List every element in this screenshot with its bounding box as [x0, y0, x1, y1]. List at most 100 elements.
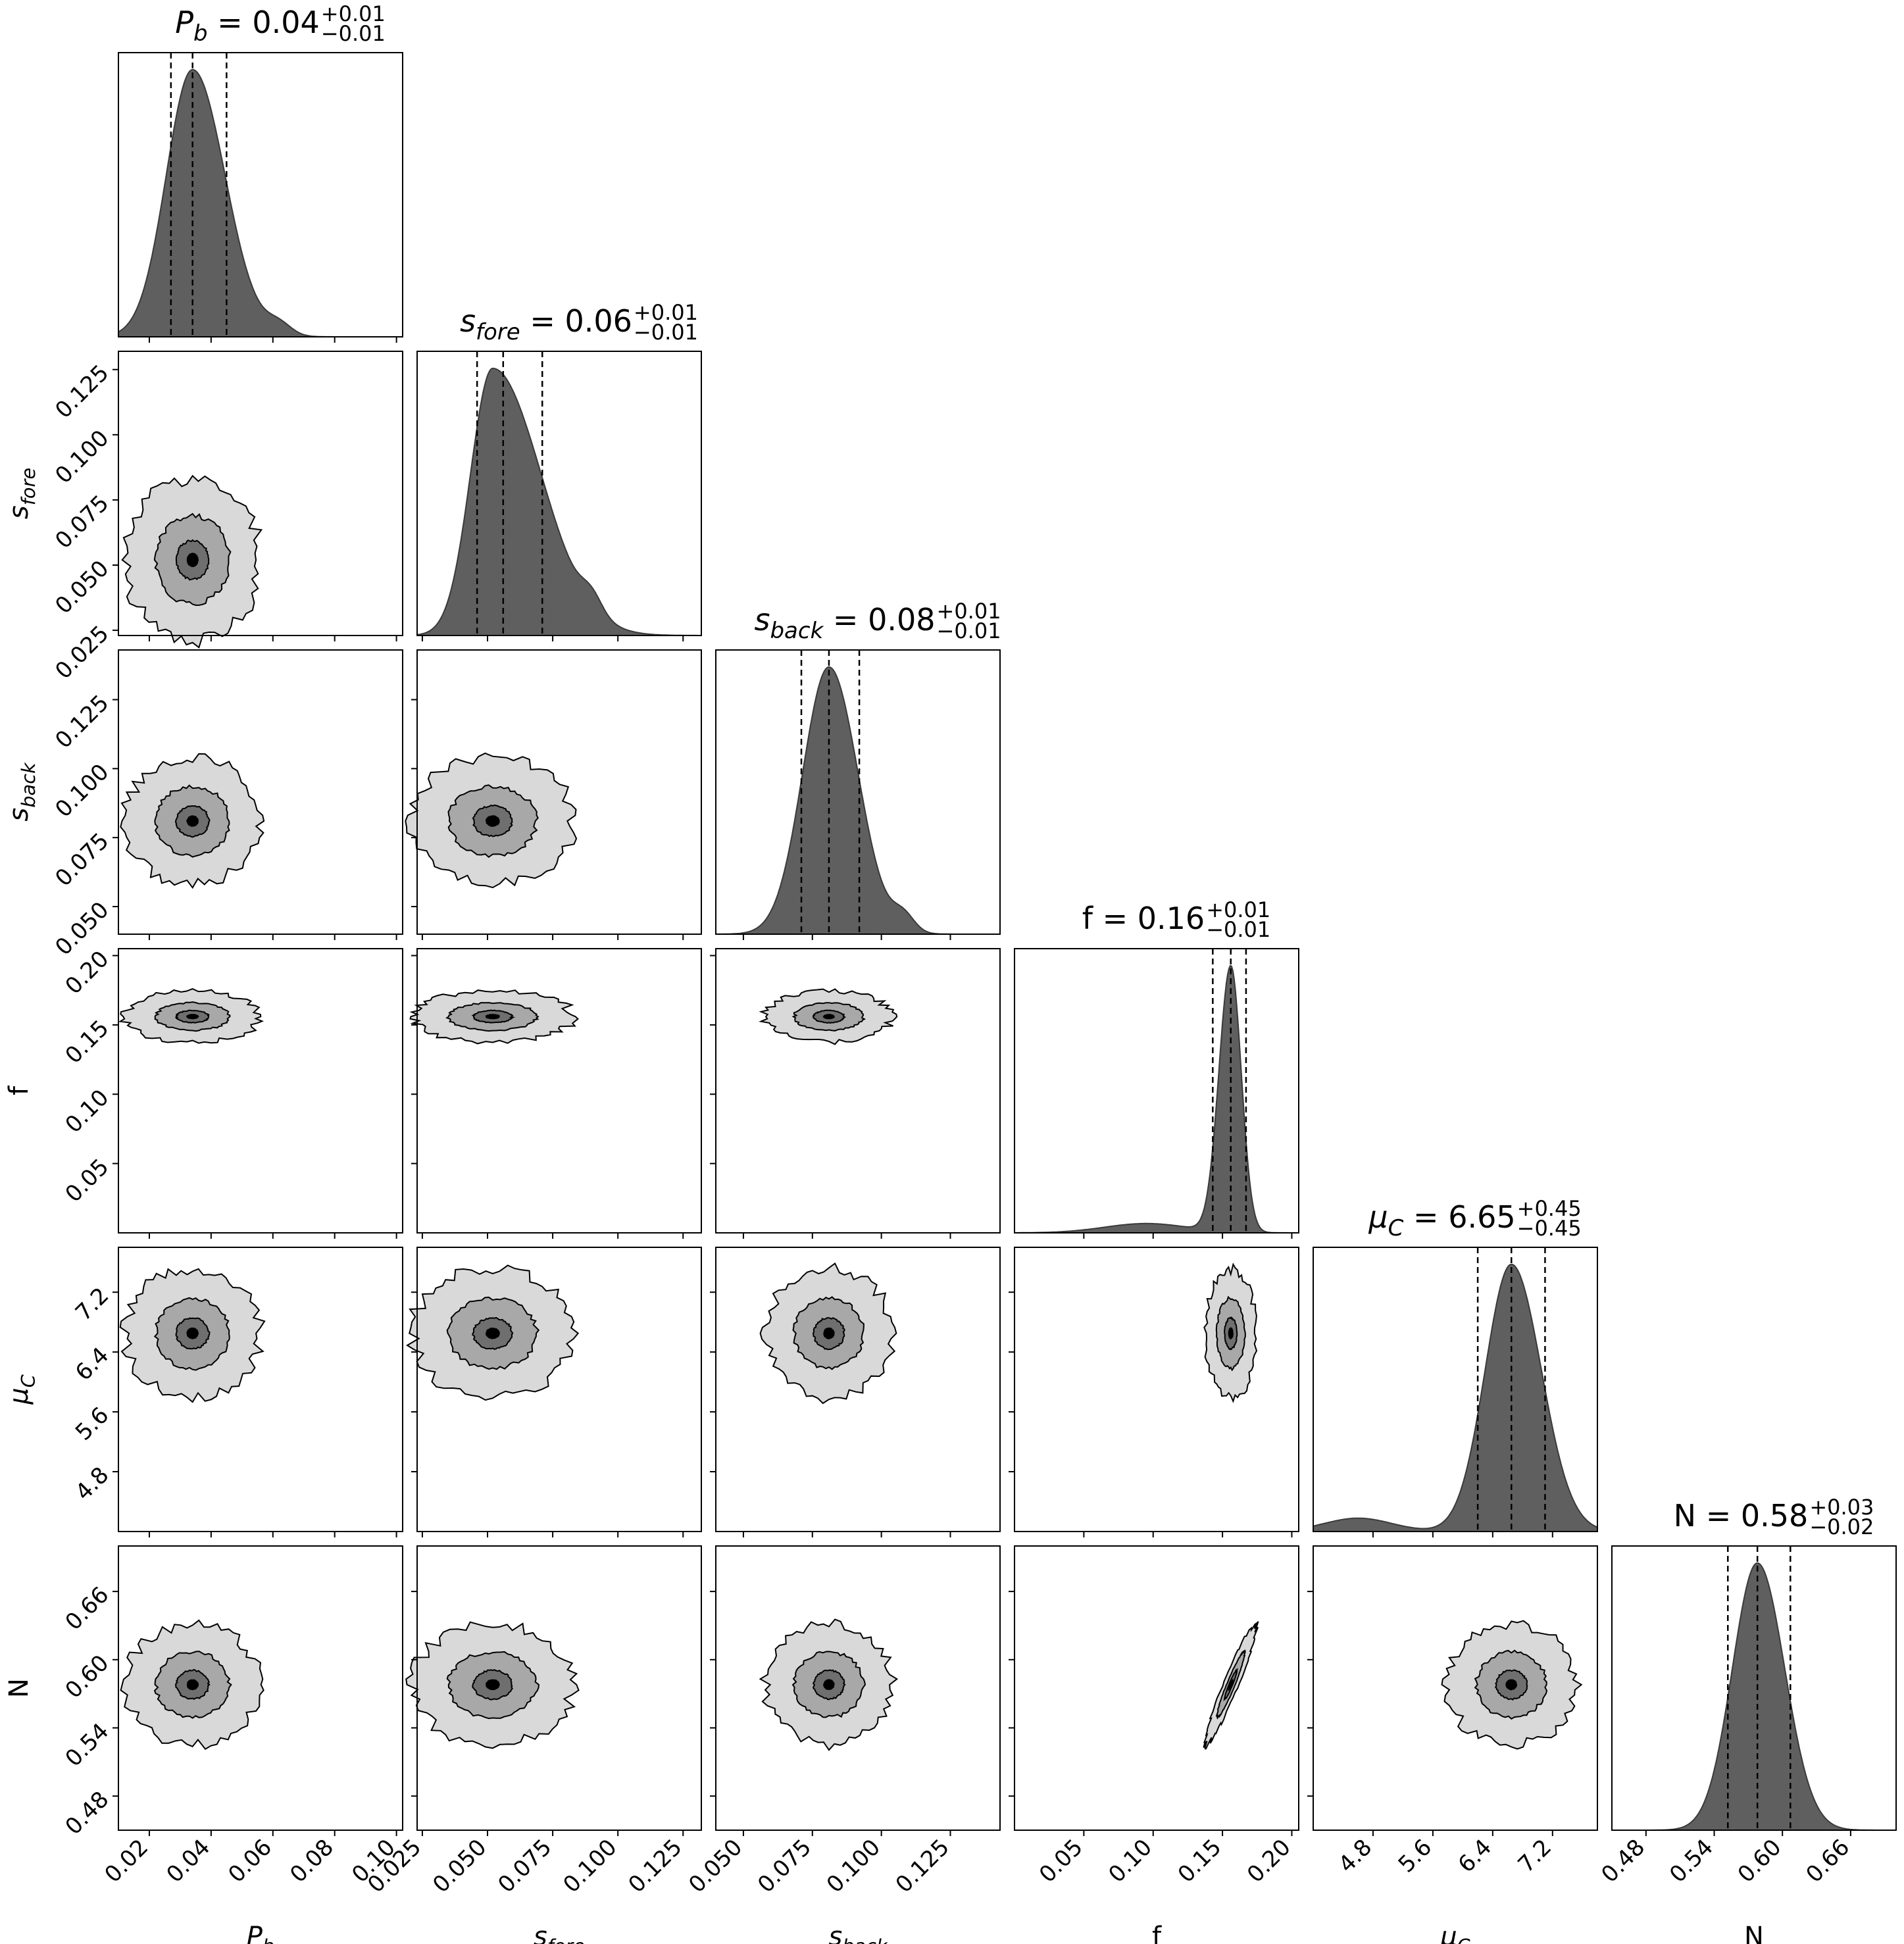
- contour-panel-Pb-f: [118, 948, 403, 1234]
- histogram-fill-sfore: [416, 367, 701, 636]
- xtick-label-Pb-3: 0.08: [285, 1834, 339, 1888]
- panel-frame: [416, 351, 702, 636]
- xtick-label-muC-3: 7.2: [1513, 1834, 1557, 1878]
- contour-level-3: [186, 1679, 199, 1691]
- xtick-label-muC-0: 4.8: [1334, 1834, 1378, 1878]
- xtick-label-N-3: 0.66: [1801, 1834, 1855, 1888]
- contour-panel-f-muC: [1014, 1247, 1299, 1532]
- contour-panel-Pb-muC: [118, 1247, 403, 1532]
- panel-frame: [118, 351, 403, 636]
- panel-title-Pb: Pb = 0.04: [175, 5, 320, 47]
- histogram-N: N = 0.58 +0.03−0.02: [1611, 1495, 1897, 1831]
- panel-bg: [417, 949, 701, 1233]
- panel-frame: [1313, 1247, 1598, 1532]
- xtick-label-sfore-2: 0.075: [493, 1834, 557, 1898]
- ytick-label-f-2: 0.15: [61, 1015, 114, 1069]
- contour-level-3: [484, 1014, 501, 1020]
- contour-panel-sback-N: [715, 1545, 1001, 1831]
- title-plus-Pb: +0.01: [321, 1, 386, 26]
- contour-level-3: [485, 1327, 501, 1339]
- panel-frame: [118, 52, 403, 337]
- contour-panel-sback-muC: [715, 1247, 1001, 1532]
- ytick-label-sback-0: 0.050: [50, 897, 114, 960]
- panel-title-sback: sback = 0.08: [755, 602, 936, 644]
- ytick-label-muC-1: 5.6: [70, 1402, 114, 1446]
- xtick-label-muC-2: 6.4: [1453, 1834, 1497, 1878]
- xtick-label-sback-1: 0.075: [753, 1834, 816, 1898]
- contour-level-3: [186, 1327, 199, 1339]
- contour-level-3: [186, 553, 199, 568]
- ytick-label-sback-1: 0.075: [50, 828, 114, 891]
- panel-frame: [416, 1545, 702, 1831]
- panel-frame: [715, 1247, 1001, 1532]
- panel-frame: [1014, 1247, 1299, 1532]
- contour-panel-Pb-N: [118, 1545, 403, 1831]
- title-minus-sfore: −0.01: [634, 320, 698, 345]
- y-axis-label-sback: sback: [4, 762, 39, 822]
- histogram-muC: μC = 6.65 +0.45−0.45: [1313, 1196, 1598, 1532]
- contour-level-3: [186, 1014, 199, 1020]
- xtick-label-f-3: 0.20: [1242, 1834, 1296, 1888]
- ytick-label-N-3: 0.66: [61, 1582, 114, 1635]
- contour-panel-f-N: [1014, 1545, 1299, 1831]
- title-plus-f: +0.01: [1206, 897, 1270, 922]
- title-plus-sfore: +0.01: [634, 300, 698, 325]
- panel-bg: [118, 949, 403, 1233]
- contour-level-3: [186, 815, 199, 827]
- xtick-label-Pb-2: 0.06: [223, 1834, 277, 1888]
- panel-frame: [416, 1247, 702, 1532]
- histogram-sfore: sfore = 0.06 +0.01−0.01: [416, 300, 702, 636]
- panel-frame: [416, 948, 702, 1234]
- title-plus-sback: +0.01: [937, 599, 1001, 624]
- title-minus-N: −0.02: [1809, 1514, 1874, 1539]
- xtick-label-sback-2: 0.100: [822, 1834, 886, 1898]
- contour-level-3: [1228, 1679, 1234, 1692]
- contour-level-3: [485, 1679, 500, 1691]
- xtick-label-N-0: 0.48: [1596, 1834, 1650, 1888]
- xtick-label-sback-3: 0.125: [891, 1834, 955, 1898]
- panel-frame: [118, 948, 403, 1234]
- ytick-label-sfore-2: 0.075: [50, 490, 114, 554]
- panel-frame: [715, 948, 1001, 1234]
- panel-title-muC: μC = 6.65: [1368, 1199, 1515, 1241]
- x-axis-label-sback: sback: [828, 1922, 888, 1944]
- panel-title-sfore: sfore = 0.06: [460, 303, 632, 345]
- panel-frame: [1611, 1545, 1897, 1831]
- histogram-fill-muC: [1313, 1263, 1598, 1532]
- ytick-label-muC-2: 6.4: [70, 1342, 114, 1386]
- histogram-f: f = 0.16 +0.01−0.01: [1014, 897, 1299, 1234]
- panel-frame: [118, 1247, 403, 1532]
- xtick-label-f-1: 0.10: [1103, 1834, 1157, 1888]
- y-axis-label-muC: μC: [4, 1374, 39, 1405]
- panel-frame: [715, 649, 1001, 935]
- title-minus-Pb: −0.01: [321, 21, 386, 46]
- contour-panel-Pb-sback: [118, 649, 403, 935]
- histogram-Pb: Pb = 0.04 +0.01−0.01: [118, 1, 403, 337]
- contour-panel-sfore-f: [409, 948, 702, 1234]
- panel-bg: [1015, 1247, 1299, 1532]
- contour-level-3: [1505, 1679, 1518, 1691]
- ytick-label-f-1: 0.10: [61, 1084, 114, 1138]
- y-axis-label-N: N: [4, 1678, 34, 1698]
- ytick-label-sfore-0: 0.025: [50, 620, 114, 684]
- title-plus-N: +0.03: [1809, 1495, 1874, 1520]
- ytick-label-sfore-1: 0.050: [50, 555, 114, 619]
- x-axis-label-f: f: [1152, 1922, 1162, 1944]
- ytick-label-N-1: 0.54: [61, 1718, 114, 1772]
- contour-panel-sfore-N: [405, 1545, 702, 1831]
- contour-level-3: [485, 814, 501, 827]
- ytick-label-sfore-3: 0.100: [50, 425, 114, 489]
- xtick-label-sfore-3: 0.100: [558, 1834, 622, 1898]
- xtick-label-f-0: 0.05: [1034, 1834, 1088, 1888]
- x-axis-label-Pb: Pb: [247, 1922, 274, 1944]
- panel-frame: [1014, 1545, 1299, 1831]
- xtick-label-Pb-0: 0.02: [100, 1834, 154, 1888]
- xtick-label-sback-0: 0.050: [684, 1834, 747, 1898]
- panel-frame: [1014, 948, 1299, 1234]
- panel-frame: [118, 649, 403, 935]
- panel-title-N: N = 0.58: [1674, 1498, 1809, 1533]
- ytick-label-sback-3: 0.125: [50, 690, 114, 754]
- panel-bg: [716, 949, 1000, 1233]
- xtick-label-sfore-4: 0.125: [624, 1834, 688, 1898]
